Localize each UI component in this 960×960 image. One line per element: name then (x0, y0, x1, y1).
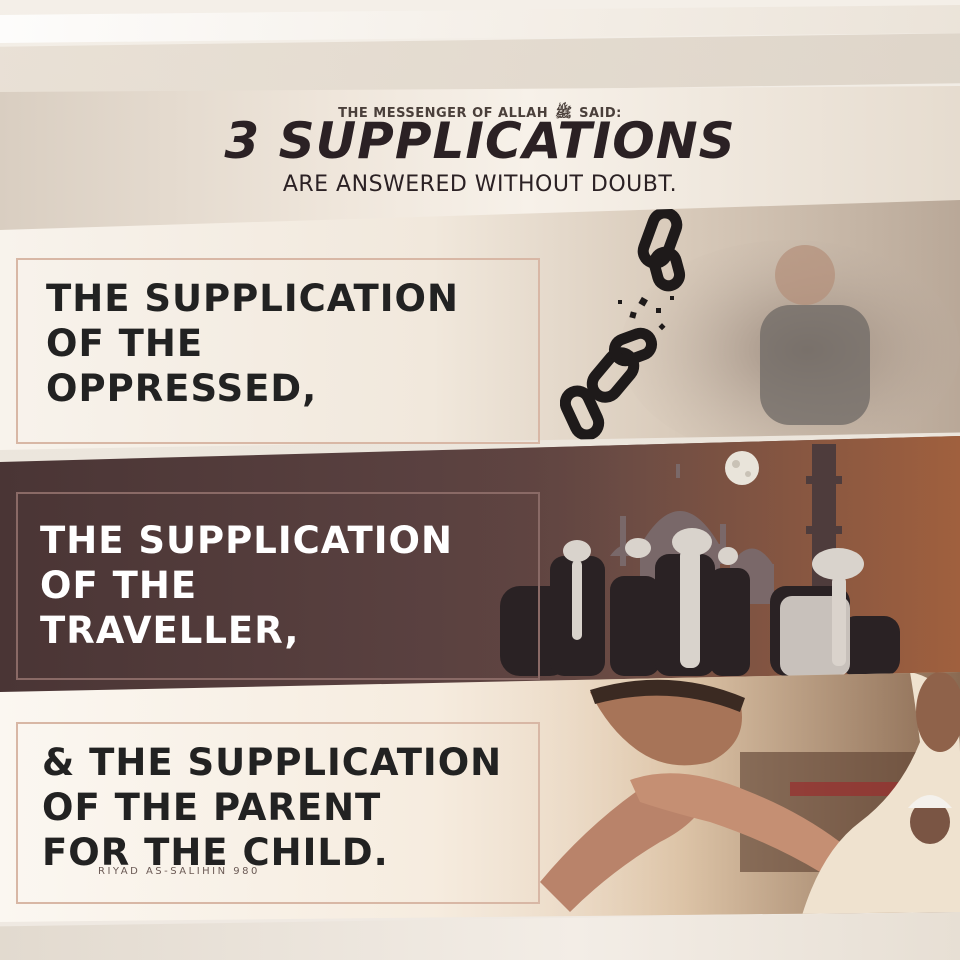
panel-oppressed (0, 200, 960, 450)
broken-chain-illustration (560, 207, 960, 450)
pre-title-text: THE MESSENGER OF ALLAH (338, 106, 549, 121)
text-line: OF THE PARENT (42, 786, 382, 829)
panel-oppressed-text: THE SUPPLICATION OF THE OPPRESSED, (46, 276, 459, 411)
text-line: THE SUPPLICATION (46, 277, 459, 320)
main-title: 3 SUPPLICATIONS (224, 112, 736, 170)
sub-title: ARE ANSWERED WITHOUT DOUBT. (282, 172, 678, 197)
pre-title: THE MESSENGER OF ALLAH ﷺ SAID: (0, 104, 960, 124)
source-citation: RIYAD AS-SALIHIN 980 (98, 866, 260, 877)
text-line: & THE SUPPLICATION (42, 741, 503, 784)
text-line: TRAVELLER, (40, 609, 300, 652)
travellers-mosque-illustration (480, 436, 960, 696)
text-line: OF THE (40, 564, 198, 607)
son-kissing-hand-illustration (500, 672, 960, 922)
text-line: THE SUPPLICATION (40, 519, 453, 562)
text-line: OF THE (46, 322, 204, 365)
panel-frame (16, 722, 540, 904)
text-line: FOR THE CHILD. (42, 831, 389, 874)
text-line: OPPRESSED, (46, 367, 318, 410)
panel-parent (0, 672, 960, 922)
salawat-seal-icon: ﷺ (555, 105, 573, 121)
panel-parent-text: & THE SUPPLICATION OF THE PARENT FOR THE… (42, 740, 502, 875)
pre-title-said: SAID: (579, 106, 622, 121)
panel-traveller (0, 436, 960, 696)
panel-traveller-text: THE SUPPLICATION OF THE TRAVELLER, (40, 518, 453, 653)
panel-frame (16, 258, 540, 444)
panel-frame (16, 492, 540, 680)
